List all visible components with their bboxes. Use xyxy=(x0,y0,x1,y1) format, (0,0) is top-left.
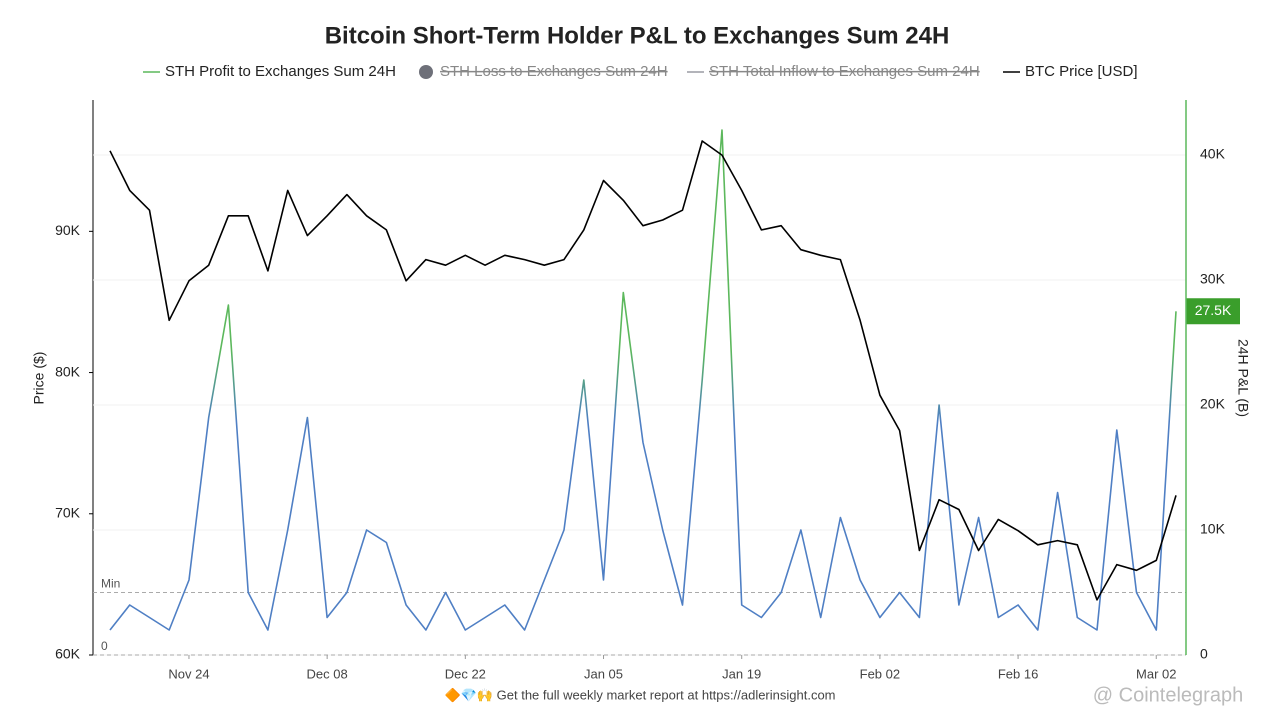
x-tick-label: Jan 05 xyxy=(584,666,623,681)
y2-tick-label: 30K xyxy=(1200,271,1226,287)
value-label-box xyxy=(1186,298,1240,325)
y2-tick-label: 40K xyxy=(1200,146,1226,162)
series-line xyxy=(109,140,1177,601)
legend-label: STH Loss to Exchanges Sum 24H xyxy=(440,63,668,80)
y-axis-label: Price ($) xyxy=(31,352,47,405)
value-label: 27.5K xyxy=(1195,302,1232,318)
reference-label: Min xyxy=(101,577,120,591)
legend-label: STH Profit to Exchanges Sum 24H xyxy=(165,63,396,80)
legend-label: BTC Price [USD] xyxy=(1025,63,1138,80)
y2-axis-label: 24H P&L (B) xyxy=(1235,339,1251,417)
y-tick-label: 80K xyxy=(55,363,81,379)
x-tick-label: Feb 16 xyxy=(998,666,1038,681)
y2-tick-label: 0 xyxy=(1200,646,1208,662)
reference-label: 0 xyxy=(101,639,108,653)
y2-tick-label: 20K xyxy=(1200,396,1226,412)
footer: 🔶💎🙌 Get the full weekly market report at… xyxy=(444,687,835,702)
x-tick-label: Dec 08 xyxy=(307,666,348,681)
x-tick-label: Feb 02 xyxy=(860,666,900,681)
x-tick-label: Nov 24 xyxy=(168,666,209,681)
series-line xyxy=(109,129,1177,631)
y-tick-label: 60K xyxy=(55,646,81,662)
x-tick-label: Dec 22 xyxy=(445,666,486,681)
watermark: @ Cointelegraph xyxy=(1093,684,1243,706)
x-tick-label: Jan 19 xyxy=(722,666,761,681)
x-tick-label: Mar 02 xyxy=(1136,666,1176,681)
y-tick-label: 90K xyxy=(55,222,81,238)
chart-title: Bitcoin Short-Term Holder P&L to Exchang… xyxy=(325,22,950,49)
legend-marker xyxy=(419,65,433,79)
legend-label: STH Total Inflow to Exchanges Sum 24H xyxy=(709,63,980,80)
y-tick-label: 70K xyxy=(55,504,81,520)
y2-tick-label: 10K xyxy=(1200,521,1226,537)
